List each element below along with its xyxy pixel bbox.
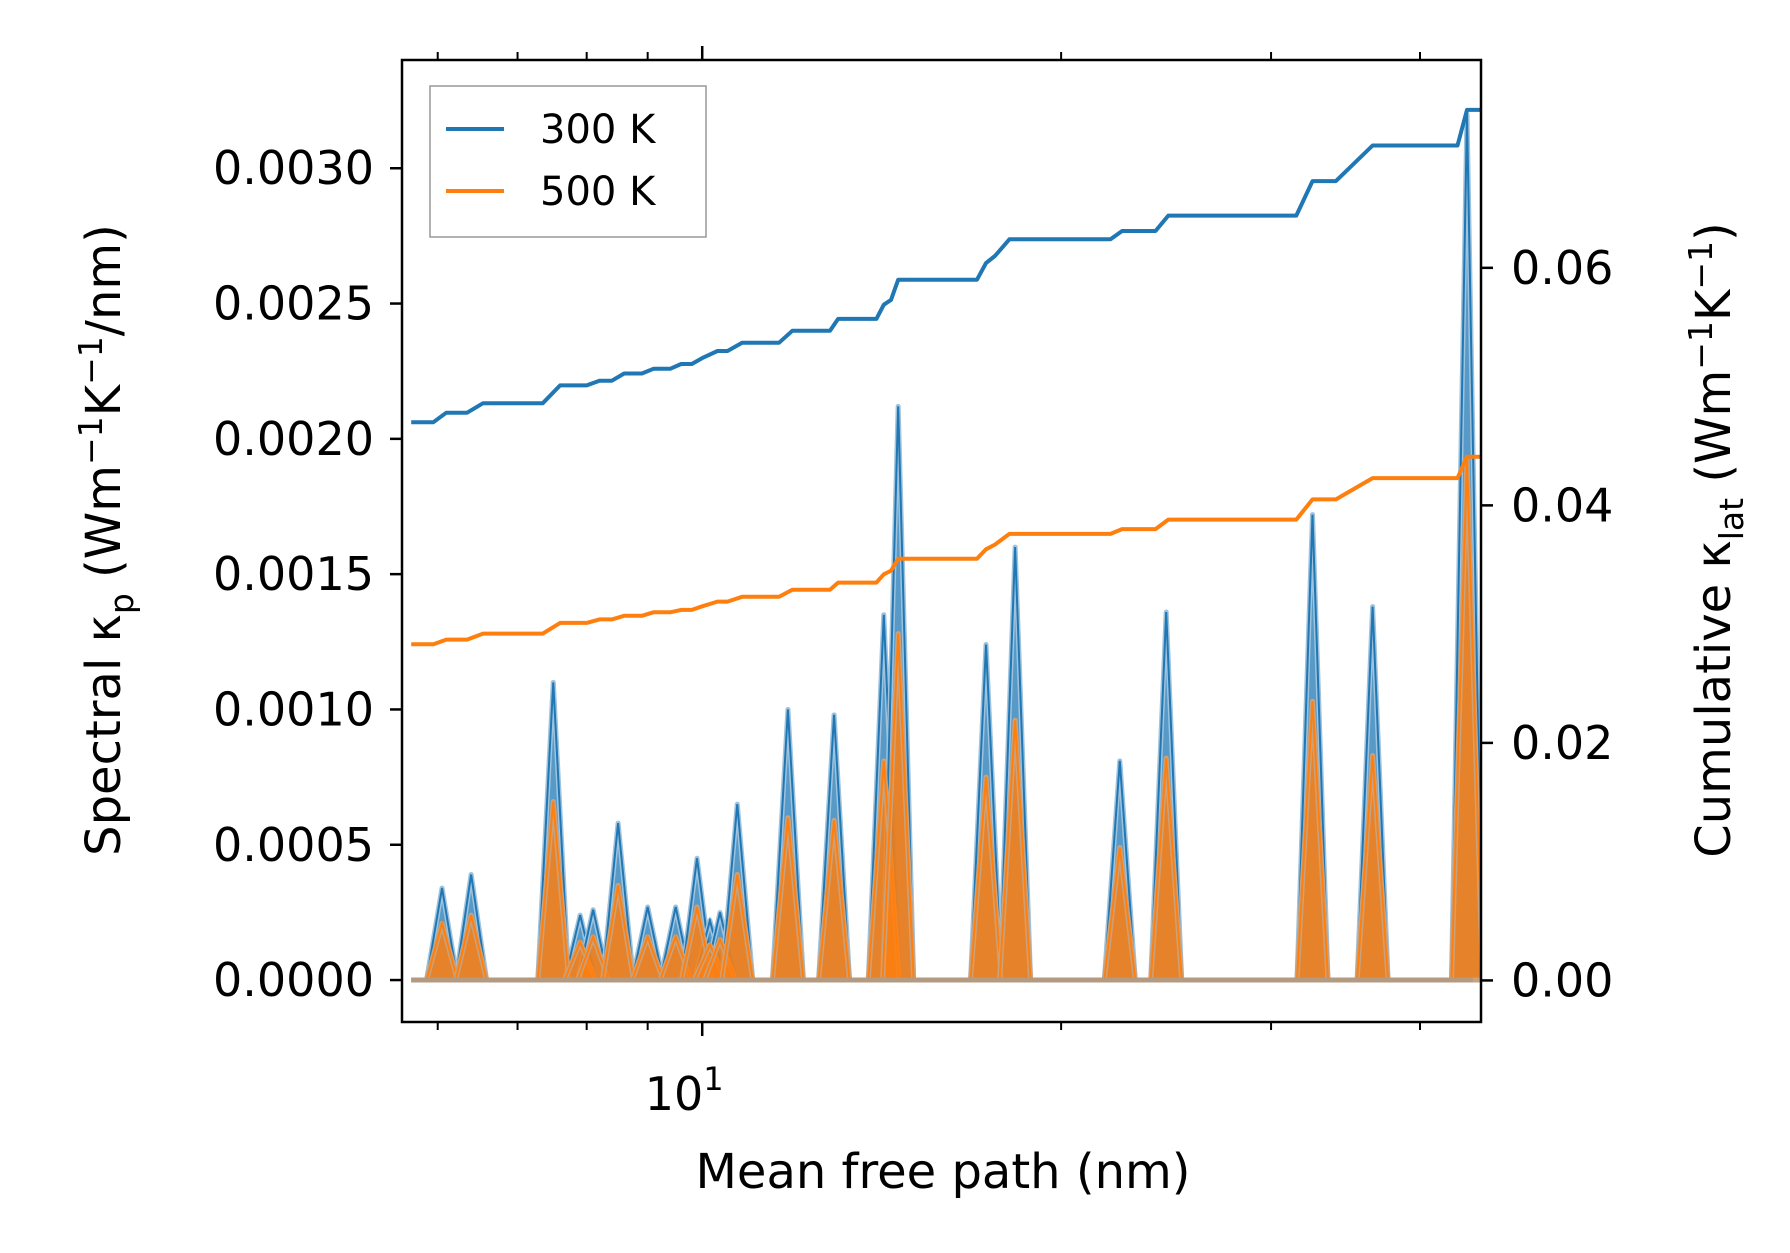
spectral-peak-line-300k: [1149, 611, 1183, 981]
spectral-peak-line-500k: [720, 874, 754, 981]
spectral-peak-line-500k: [631, 933, 665, 981]
spectral-peak-line-500k: [1296, 701, 1330, 981]
ticks-layer: 0.00000.00050.00100.00150.00200.00250.00…: [213, 46, 1613, 1121]
spectral-peak-line-500k: [1149, 758, 1183, 981]
y-axis-label-right: Cumulative κlat (Wm−1K−1): [1681, 222, 1751, 858]
legend-label-500k: 500 K: [540, 169, 657, 215]
spectral-peak-line-500k: [1356, 755, 1390, 981]
spectral-peak-line-500k: [998, 720, 1032, 981]
legend-box: [429, 85, 707, 238]
plot-frame: [400, 58, 1483, 1024]
spectral-peak-line-300k: [969, 644, 1003, 981]
cumulative-line-500k: [411, 454, 1481, 647]
spectral-peak-line-500k: [454, 914, 488, 981]
x-axis-label: Mean free path (nm): [696, 1144, 1191, 1200]
spectral-peak-line-300k: [771, 709, 805, 981]
spectral-peak-line-300k: [1356, 606, 1390, 981]
legend: 300 K 500 K: [429, 85, 707, 238]
spectral-peak-line-300k: [631, 906, 665, 981]
y-tick-label-right: 0.06: [1511, 241, 1613, 295]
y-tick-label-left: 0.0020: [213, 412, 374, 466]
spectral-peak-line-300k: [817, 714, 851, 981]
spectral-peak-line-300k: [454, 874, 488, 981]
spectral-peak-line-500k: [425, 919, 459, 981]
legend-label-300k: 300 K: [540, 107, 657, 153]
spectral-peak-line-300k: [1103, 760, 1137, 981]
spectral-peak-line-500k: [771, 817, 805, 981]
y-tick-label-left: 0.0025: [213, 277, 374, 331]
spectral-peak-line-300k: [998, 547, 1032, 981]
y-tick-label-left: 0.0010: [213, 682, 374, 736]
spectral-layer: [411, 111, 1481, 983]
spectral-peak-line-500k: [601, 885, 635, 981]
y-tick-label-right: 0.02: [1511, 716, 1613, 770]
cumulative-line-300k: [411, 107, 1481, 425]
spectral-peak-line-300k: [1296, 514, 1330, 981]
y-axis-label-left: Spectral κp (Wm−1K−1/nm): [71, 224, 141, 856]
cumulative-layer: [411, 107, 1481, 647]
spectral-peak-line-500k: [1103, 847, 1137, 981]
spectral-peak-line-500k: [969, 777, 1003, 981]
x-tick-label: 101: [645, 1060, 724, 1121]
y-tick-label-right: 0.04: [1511, 478, 1613, 532]
spectral-peak-line-300k: [601, 823, 635, 981]
spectral-peak-line-300k: [720, 804, 754, 981]
y-tick-label-right: 0.00: [1511, 953, 1613, 1007]
spectral-peak-line-300k: [425, 887, 459, 981]
y-tick-label-left: 0.0005: [213, 818, 374, 872]
y-tick-label-left: 0.0000: [213, 953, 374, 1007]
x-tick-label-exponent: 1: [703, 1060, 723, 1098]
y-tick-label-left: 0.0030: [213, 141, 374, 195]
spectral-peak-line-500k: [881, 633, 915, 981]
spectral-peak-line-500k: [536, 801, 570, 981]
x-tick-label-base: 10: [645, 1067, 704, 1121]
spectral-peak-line-500k: [817, 820, 851, 981]
y-tick-label-left: 0.0015: [213, 547, 374, 601]
spectral-peak-line-300k: [536, 682, 570, 981]
